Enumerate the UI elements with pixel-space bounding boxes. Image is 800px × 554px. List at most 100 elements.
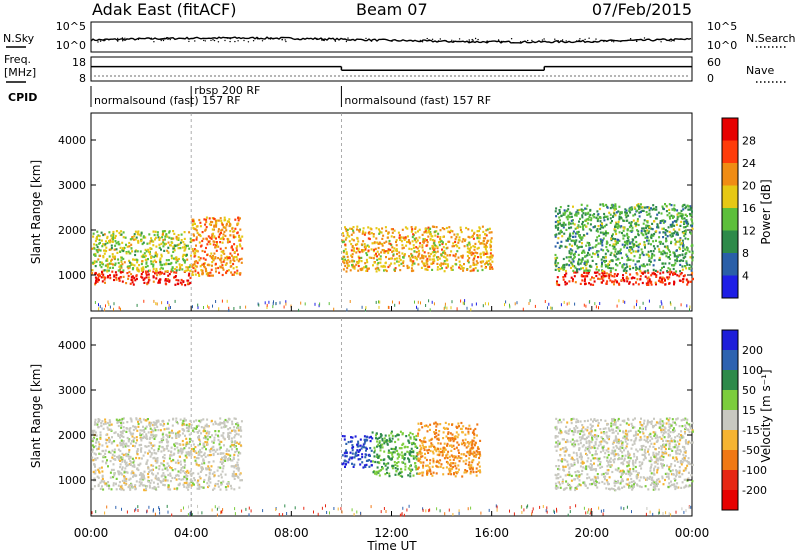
data-cell	[479, 227, 482, 230]
data-cell	[186, 477, 189, 481]
data-cell	[237, 468, 240, 471]
data-cell	[232, 470, 235, 473]
data-cell	[425, 239, 428, 242]
data-cell	[490, 240, 493, 243]
data-cell	[157, 477, 160, 480]
data-cell	[166, 279, 169, 282]
data-cell	[557, 232, 560, 235]
data-cell	[345, 270, 348, 273]
data-cell	[640, 203, 642, 206]
data-cell	[490, 254, 493, 257]
data-cell	[143, 252, 146, 255]
noise-point	[531, 39, 533, 42]
data-cell	[646, 269, 649, 272]
data-cell	[650, 236, 653, 240]
data-cell	[602, 273, 605, 276]
data-cell	[629, 268, 632, 271]
data-cell	[94, 281, 97, 284]
data-cell	[100, 239, 103, 242]
data-cell	[160, 242, 163, 245]
data-cell	[164, 235, 167, 238]
data-cell	[353, 265, 356, 268]
data-cell	[414, 239, 417, 242]
data-cell	[555, 215, 558, 218]
colorbar-tick-label: 8	[742, 247, 749, 260]
data-cell	[662, 249, 665, 253]
data-cell	[222, 432, 225, 435]
data-cell	[178, 243, 181, 246]
data-cell	[174, 258, 177, 261]
data-cell	[215, 422, 217, 425]
data-cell	[160, 437, 163, 441]
data-cell	[142, 236, 145, 239]
data-cell	[159, 263, 162, 266]
data-cell	[675, 219, 678, 223]
data-cell	[668, 215, 671, 218]
data-cell	[490, 231, 493, 234]
data-cell	[205, 216, 208, 219]
data-cell	[390, 235, 393, 238]
noise-point	[565, 40, 567, 42]
data-cell	[682, 280, 685, 284]
scatter-cell	[161, 301, 163, 305]
data-cell	[223, 444, 225, 447]
data-cell	[559, 267, 562, 270]
data-cell	[182, 478, 185, 481]
data-cell	[637, 230, 640, 233]
scatter-cell	[648, 299, 650, 303]
data-cell	[124, 236, 127, 239]
data-cell	[208, 468, 211, 471]
data-cell	[617, 220, 620, 223]
data-cell	[121, 466, 124, 469]
data-cell	[686, 247, 689, 250]
data-cell	[203, 480, 205, 483]
data-cell	[483, 263, 486, 266]
nave-point	[610, 75, 612, 77]
data-cell	[683, 222, 686, 225]
data-cell	[568, 226, 571, 229]
data-cell	[185, 474, 188, 477]
data-cell	[228, 437, 231, 440]
data-cell	[171, 266, 174, 269]
nave-point	[646, 75, 648, 77]
data-cell	[197, 424, 200, 427]
data-cell	[105, 246, 108, 249]
data-cell	[611, 204, 614, 207]
data-cell	[170, 268, 173, 271]
data-cell	[447, 450, 450, 453]
data-cell	[404, 452, 407, 455]
data-cell	[559, 206, 562, 209]
noise-point	[137, 38, 140, 41]
data-cell	[152, 481, 155, 484]
scatter-cell	[226, 299, 228, 303]
nave-point	[398, 75, 400, 77]
data-cell	[92, 470, 95, 473]
data-cell	[177, 449, 180, 452]
data-cell	[97, 258, 100, 261]
data-cell	[101, 474, 104, 477]
data-cell	[148, 486, 151, 489]
data-cell	[213, 225, 216, 228]
nave-point	[386, 75, 388, 77]
data-cell	[687, 281, 690, 284]
data-cell	[128, 270, 131, 274]
data-cell	[396, 252, 398, 256]
data-cell	[388, 457, 391, 460]
data-cell	[643, 265, 646, 268]
data-cell	[560, 267, 563, 270]
data-cell	[577, 212, 580, 215]
data-cell	[439, 263, 441, 266]
data-cell	[175, 256, 178, 259]
data-cell	[586, 254, 589, 257]
data-cell	[379, 446, 382, 449]
data-cell	[107, 428, 110, 431]
data-cell	[564, 223, 567, 226]
data-cell	[678, 240, 681, 243]
data-cell	[168, 280, 171, 283]
data-cell	[457, 455, 460, 458]
data-cell	[162, 478, 165, 481]
data-cell	[93, 261, 96, 264]
data-cell	[232, 230, 235, 233]
data-cell	[583, 224, 586, 227]
data-cell	[442, 246, 445, 249]
